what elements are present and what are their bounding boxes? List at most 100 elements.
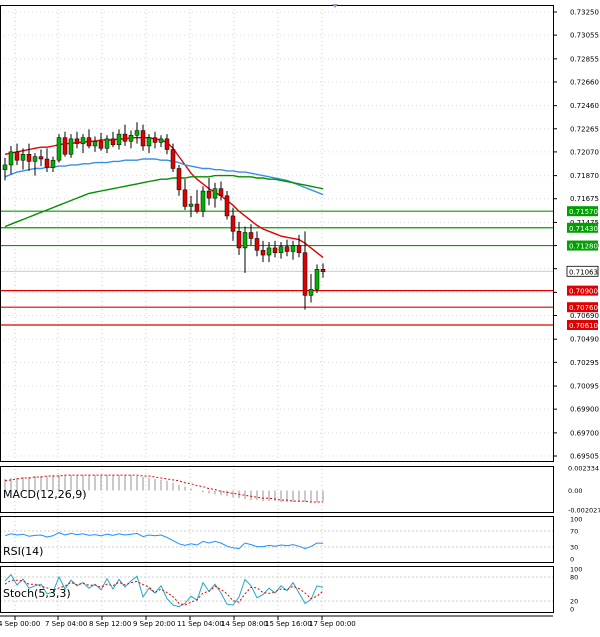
candle-body xyxy=(74,138,80,144)
y-tick-label: 0.70690 xyxy=(570,312,599,320)
level-label-box xyxy=(567,285,598,296)
candle-body xyxy=(290,245,296,252)
stoch-label: Stoch(5,3,3) xyxy=(3,587,71,600)
stoch-d-line xyxy=(4,579,324,606)
level-label: 0.70900 xyxy=(569,288,598,296)
candle-body xyxy=(176,168,182,191)
level-label-box xyxy=(567,319,598,330)
candle-body xyxy=(206,190,212,199)
candle-body xyxy=(242,232,248,249)
rsi-label: RSI(14) xyxy=(3,545,43,558)
top-marker-icon xyxy=(332,4,338,8)
rsi-tick-label: 0 xyxy=(570,556,574,564)
candle-body xyxy=(68,138,74,155)
candle-body xyxy=(20,154,26,161)
level-label: 0.71430 xyxy=(569,225,598,233)
y-tick-label: 0.73055 xyxy=(570,32,599,40)
candle-body xyxy=(248,232,254,239)
candle-body xyxy=(278,246,284,253)
rsi-tick-label: 70 xyxy=(570,528,578,536)
y-tick-label: 0.69700 xyxy=(570,429,599,437)
candle-body xyxy=(104,138,110,149)
candle-body xyxy=(302,252,308,296)
candle-body xyxy=(254,238,260,251)
rsi-tick-label: 100 xyxy=(570,516,582,524)
stoch-tick-label: 100 xyxy=(570,566,582,574)
candle-body xyxy=(152,137,158,143)
candle-body xyxy=(218,188,224,197)
current-price-box xyxy=(566,265,599,277)
level-label: 0.70760 xyxy=(569,304,598,312)
candle-body xyxy=(314,269,320,290)
candle-body xyxy=(110,138,116,146)
candle-body xyxy=(38,156,44,160)
candle-body xyxy=(320,269,326,272)
candle-body xyxy=(116,133,122,146)
level-label: 0.71570 xyxy=(569,208,598,216)
level-label: 0.71280 xyxy=(569,243,598,251)
level-label: 0.70610 xyxy=(569,322,598,330)
x-tick-label: 7 Sep 04:00 xyxy=(45,620,87,628)
candle-body xyxy=(50,159,56,168)
macd-tick-label: 0.002334 xyxy=(568,465,599,473)
candle-body xyxy=(2,164,8,170)
macd-panel-frame xyxy=(0,466,554,513)
main-panel-frame xyxy=(0,5,554,462)
x-tick-label: 9 Sep 20:00 xyxy=(133,620,175,628)
candle-body xyxy=(182,189,188,207)
candle-body xyxy=(212,188,218,199)
candle-body xyxy=(188,203,194,207)
y-tick-label: 0.69505 xyxy=(570,453,599,461)
candle-body xyxy=(44,158,50,168)
y-tick-label: 0.70295 xyxy=(570,359,599,367)
candle-body xyxy=(122,133,128,142)
candle-body xyxy=(164,138,170,150)
stoch-tick-label: 0 xyxy=(570,606,574,614)
candle-body xyxy=(140,130,146,147)
candle-body xyxy=(86,137,92,147)
stoch-tick-label: 80 xyxy=(570,574,578,582)
y-tick-label: 0.72660 xyxy=(570,78,599,86)
candle-body xyxy=(200,190,206,212)
candle-body xyxy=(194,203,200,212)
y-tick-label: 0.72265 xyxy=(570,125,599,133)
macd-signal-line xyxy=(4,474,323,503)
y-tick-label: 0.72460 xyxy=(570,102,599,110)
level-label-box xyxy=(567,240,598,251)
level-label-box xyxy=(567,222,598,233)
candle-body xyxy=(266,247,272,256)
candle-body xyxy=(98,140,104,149)
x-tick-label: 4 Sep 00:00 xyxy=(0,620,40,628)
level-label-box xyxy=(567,206,598,217)
candle-body xyxy=(26,154,32,162)
candle-body xyxy=(272,247,278,253)
current-price-label: 0.71063 xyxy=(569,268,598,276)
candle-body xyxy=(230,215,236,232)
y-tick-label: 0.69900 xyxy=(570,406,599,414)
x-tick-label: 17 Sep 00:00 xyxy=(309,620,356,628)
y-tick-label: 0.72855 xyxy=(570,55,599,63)
x-tick-label: 14 Sep 08:00 xyxy=(221,620,268,628)
rsi-panel-frame xyxy=(0,516,554,563)
candle-body xyxy=(296,245,302,253)
macd-label: MACD(12,26,9) xyxy=(3,488,87,501)
candle-body xyxy=(14,151,20,161)
candle-body xyxy=(260,250,266,256)
candle-body xyxy=(62,137,68,155)
rsi-tick-label: 30 xyxy=(570,544,578,552)
candle-body xyxy=(224,195,230,217)
stoch-k-line xyxy=(4,573,324,608)
y-tick-label: 0.71870 xyxy=(570,172,599,180)
y-tick-label: 0.70095 xyxy=(570,383,599,391)
candle-body xyxy=(56,137,62,161)
y-tick-label: 0.73250 xyxy=(570,9,599,17)
candle-body xyxy=(32,156,38,162)
candle-body xyxy=(146,137,152,147)
stoch-panel-frame xyxy=(0,566,554,613)
rsi-line xyxy=(4,532,324,550)
candle-body xyxy=(284,246,290,252)
candle-body xyxy=(158,138,164,143)
macd-tick-label: 0.00 xyxy=(568,487,582,495)
candle-body xyxy=(8,151,14,166)
